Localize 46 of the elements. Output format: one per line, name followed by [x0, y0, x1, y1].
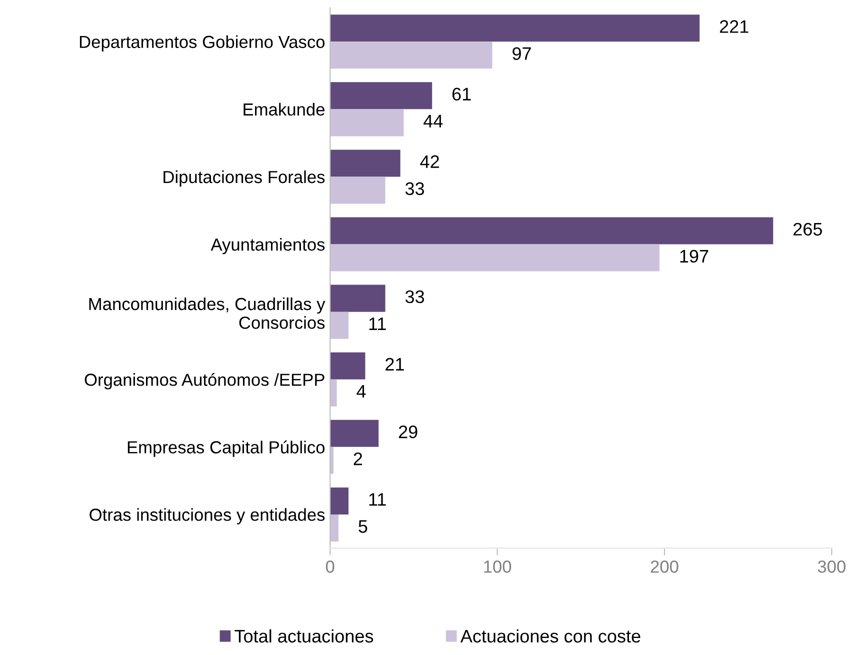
- bar: [330, 487, 348, 514]
- y-tick-label: Organismos Autónomos /EEPP: [84, 372, 324, 390]
- data-label: 33: [405, 290, 424, 304]
- data-label: 33: [405, 182, 424, 196]
- data-label: 61: [452, 88, 471, 101]
- x-tick-label: 0: [326, 560, 334, 573]
- data-label: 2: [354, 452, 362, 466]
- bar: [330, 514, 338, 542]
- y-tick-label: Diputaciones Forales: [164, 170, 325, 187]
- data-label: 44: [424, 114, 443, 128]
- bar: [330, 109, 404, 136]
- bar: [330, 446, 334, 474]
- bar: [330, 217, 774, 244]
- bar: [330, 150, 400, 177]
- data-label: 11: [369, 493, 386, 506]
- data-label: 221: [720, 20, 748, 33]
- bar: [330, 420, 379, 447]
- x-tick-label: 100: [484, 560, 512, 573]
- y-tick-label: Ayuntamientos: [210, 238, 325, 254]
- x-tick-label: 200: [650, 560, 678, 573]
- data-label: 29: [398, 425, 418, 438]
- data-label: 42: [420, 155, 439, 168]
- bar: [330, 244, 660, 272]
- legend-label: Actuaciones con coste: [460, 629, 640, 643]
- data-label: 265: [794, 222, 822, 236]
- data-label: 197: [680, 250, 708, 263]
- bar: [330, 14, 700, 42]
- y-tick-label: Empresas Capital Público: [128, 440, 325, 457]
- data-label: 21: [386, 358, 404, 371]
- bar: [330, 352, 366, 380]
- data-label: 4: [356, 385, 366, 398]
- bar: [330, 312, 348, 339]
- y-tick-label: Mancomunidades, Cuadrillas y Consorcios: [89, 297, 326, 329]
- x-tick-label: 300: [818, 560, 846, 573]
- data-label: 97: [512, 47, 531, 60]
- y-tick-label: Otras instituciones y entidades: [90, 508, 325, 524]
- y-tick-label: Departamentos Gobierno Vasco: [80, 35, 325, 52]
- bar: [330, 42, 492, 69]
- data-label: 5: [358, 520, 368, 533]
- legend-label: Total actuaciones: [234, 629, 374, 643]
- bar: [330, 176, 386, 204]
- data-label: 11: [369, 318, 386, 330]
- bar: [330, 284, 386, 312]
- y-tick-label: Emakunde: [244, 102, 324, 116]
- bar: [330, 82, 432, 110]
- bar: [330, 379, 337, 406]
